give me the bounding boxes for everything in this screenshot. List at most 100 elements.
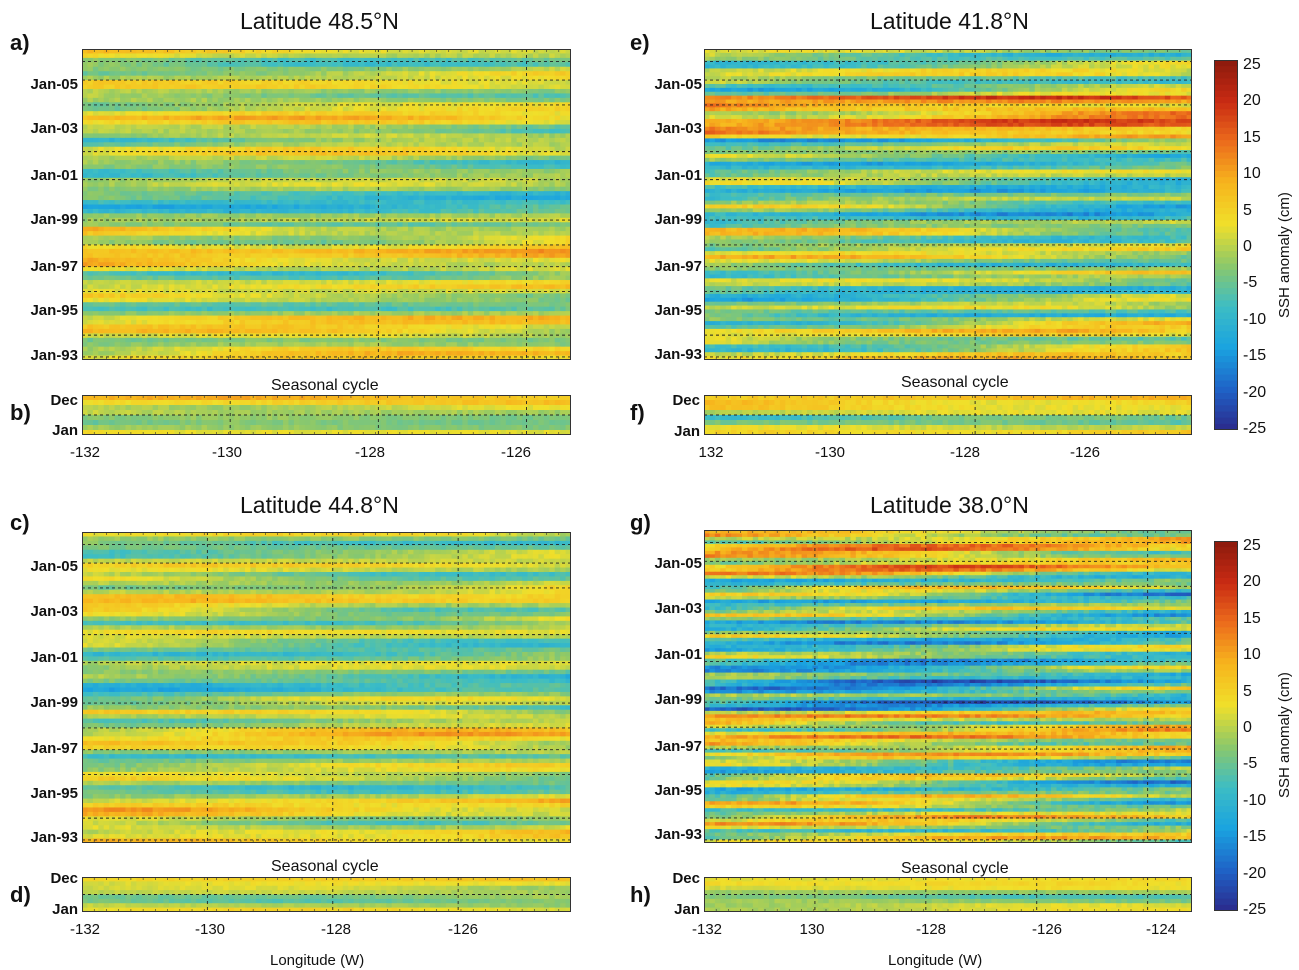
heatmap-cell xyxy=(532,102,539,108)
heatmap-cell xyxy=(369,168,376,174)
heatmap-cell xyxy=(185,49,192,55)
heatmap-cell xyxy=(217,71,224,77)
heatmap-cell xyxy=(239,97,246,103)
heatmap-cell xyxy=(462,248,469,254)
heatmap-cell xyxy=(380,66,387,72)
heatmap-cell xyxy=(473,266,480,272)
heatmap-cell xyxy=(331,222,338,228)
heatmap-cell xyxy=(299,93,306,99)
heatmap-cell xyxy=(223,226,230,232)
heatmap-cell xyxy=(505,226,512,232)
heatmap-cell xyxy=(543,222,550,228)
heatmap-cell xyxy=(310,226,317,232)
heatmap-cell xyxy=(120,168,127,174)
heatmap-cell xyxy=(272,191,279,197)
heatmap-cell xyxy=(511,275,518,281)
heatmap-cell xyxy=(326,128,333,135)
heatmap-cell xyxy=(174,284,181,290)
heatmap-cell xyxy=(315,88,322,95)
heatmap-cell xyxy=(522,93,529,99)
heatmap-cell xyxy=(467,213,474,219)
heatmap-cell xyxy=(532,271,539,277)
heatmap-cell xyxy=(212,57,219,63)
heatmap-cell xyxy=(141,195,148,201)
heatmap-cell xyxy=(92,84,99,90)
heatmap-cell xyxy=(408,204,415,210)
heatmap-cell xyxy=(484,53,491,59)
heatmap-cell xyxy=(315,182,322,188)
heatmap-cell xyxy=(130,200,137,206)
heatmap-cell xyxy=(98,133,105,139)
heatmap-cell xyxy=(397,111,404,117)
heatmap-cell xyxy=(168,71,175,77)
heatmap-cell xyxy=(321,226,328,232)
heatmap-cell xyxy=(494,271,501,277)
heatmap-cell xyxy=(505,173,512,179)
heatmap-cell xyxy=(261,284,268,290)
heatmap-cell xyxy=(467,71,474,77)
heatmap-cell xyxy=(413,182,420,188)
heatmap-cell xyxy=(272,62,279,68)
heatmap-cell xyxy=(261,57,268,63)
heatmap-cell xyxy=(467,204,474,210)
heatmap-cell xyxy=(266,240,273,246)
heatmap-cell xyxy=(103,120,110,126)
heatmap-cell xyxy=(522,53,529,59)
heatmap-cell xyxy=(484,275,491,281)
heatmap-cell xyxy=(87,235,94,241)
heatmap-cell xyxy=(560,62,567,68)
heatmap-cell xyxy=(201,177,208,183)
heatmap-cell xyxy=(331,266,338,272)
heatmap-cell xyxy=(375,262,382,268)
heatmap-cell xyxy=(114,262,121,268)
heatmap-cell xyxy=(527,288,534,294)
heatmap-cell xyxy=(408,240,415,246)
heatmap-cell xyxy=(163,208,170,214)
heatmap-cell xyxy=(168,111,175,117)
heatmap-cell xyxy=(554,177,561,183)
heatmap-cell xyxy=(369,271,376,277)
heatmap-cell xyxy=(456,102,463,108)
heatmap-cell xyxy=(190,53,197,59)
heatmap-cell xyxy=(516,244,523,250)
heatmap-cell xyxy=(174,80,181,86)
heatmap-cell xyxy=(500,57,507,63)
heatmap-cell xyxy=(369,266,376,272)
heatmap-cell xyxy=(527,217,534,223)
heatmap-cell xyxy=(190,195,197,201)
heatmap-cell xyxy=(522,284,529,290)
heatmap-cell xyxy=(82,71,89,77)
heatmap-cell xyxy=(500,271,507,277)
heatmap-cell xyxy=(549,271,556,277)
heatmap-cell xyxy=(543,191,550,197)
heatmap-cell xyxy=(500,84,507,90)
heatmap-cell xyxy=(348,124,355,130)
panel-label-h: h) xyxy=(630,882,651,908)
heatmap-cell xyxy=(266,293,273,299)
heatmap-cell xyxy=(299,164,306,170)
heatmap-cell xyxy=(331,284,338,290)
heatmap-cell xyxy=(549,244,556,250)
heatmap-cell xyxy=(538,244,545,250)
heatmap-cell xyxy=(266,84,273,90)
heatmap-cell xyxy=(413,231,420,237)
heatmap-cell xyxy=(152,142,159,148)
heatmap-cell xyxy=(418,280,425,286)
heatmap-cell xyxy=(168,257,175,263)
heatmap-cell xyxy=(283,257,290,263)
heatmap-cell xyxy=(179,217,186,223)
heatmap-cell xyxy=(527,204,534,210)
heatmap-cell xyxy=(359,213,366,219)
heatmap-cell xyxy=(103,208,110,214)
heatmap-cell xyxy=(451,160,458,166)
heatmap-cell xyxy=(82,248,89,254)
heatmap-cell xyxy=(369,151,376,157)
heatmap-cell xyxy=(114,128,121,135)
heatmap-cell xyxy=(283,244,290,250)
heatmap-cell xyxy=(380,75,387,81)
heatmap-cell xyxy=(408,160,415,166)
heatmap-cell xyxy=(391,257,398,263)
heatmap-cell xyxy=(98,222,105,228)
heatmap-cell xyxy=(283,80,290,86)
heatmap-cell xyxy=(87,71,94,77)
